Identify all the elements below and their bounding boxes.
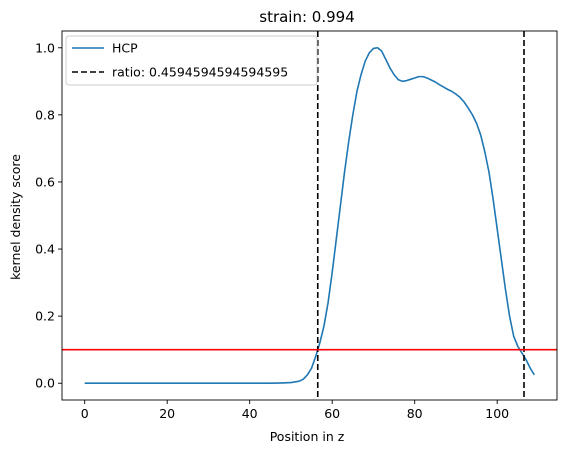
y-tick-label-1: 0.2 — [35, 309, 55, 324]
legend-label-hcp: HCP — [112, 41, 138, 56]
x-tick-label-3: 60 — [324, 406, 340, 421]
legend-box — [65, 35, 318, 86]
y-tick-label-2: 0.4 — [35, 242, 55, 257]
legend: HCP ratio: 0.4594594594594595 — [65, 35, 318, 86]
x-tick-label-2: 40 — [242, 406, 258, 421]
plot-area — [62, 31, 557, 400]
x-tick-label-5: 100 — [485, 406, 509, 421]
x-tick-label-4: 80 — [407, 406, 423, 421]
legend-label-ratio: ratio: 0.4594594594594595 — [112, 65, 288, 80]
series-line-hcp — [84, 46, 535, 385]
y-axis-label: kernel density score — [8, 154, 23, 280]
x-tick-label-0: 0 — [81, 406, 89, 421]
y-tick-label-3: 0.6 — [35, 174, 55, 189]
axes-layer: 0 20 40 60 80 100 0.0 0.2 0.4 0.6 0.8 1.0 — [35, 30, 558, 421]
chart-title: strain: 0.994 — [259, 8, 355, 26]
plot-frame — [61, 30, 558, 401]
y-tick-label-4: 0.8 — [35, 107, 55, 122]
plot-layer — [62, 31, 557, 400]
x-axis-label: Position in z — [270, 429, 345, 444]
y-tick-label-0: 0.0 — [35, 376, 55, 391]
y-tick-label-5: 1.0 — [35, 40, 55, 55]
x-tick-label-1: 20 — [159, 406, 175, 421]
